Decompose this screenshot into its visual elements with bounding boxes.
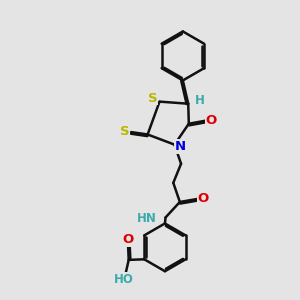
Text: O: O [206,114,217,127]
Text: HN: HN [137,212,157,225]
Text: H: H [195,94,205,106]
Text: S: S [120,125,129,138]
Text: O: O [123,233,134,246]
Text: HO: HO [114,273,134,286]
Text: S: S [148,92,157,104]
Text: N: N [175,140,186,153]
Text: O: O [197,192,209,205]
